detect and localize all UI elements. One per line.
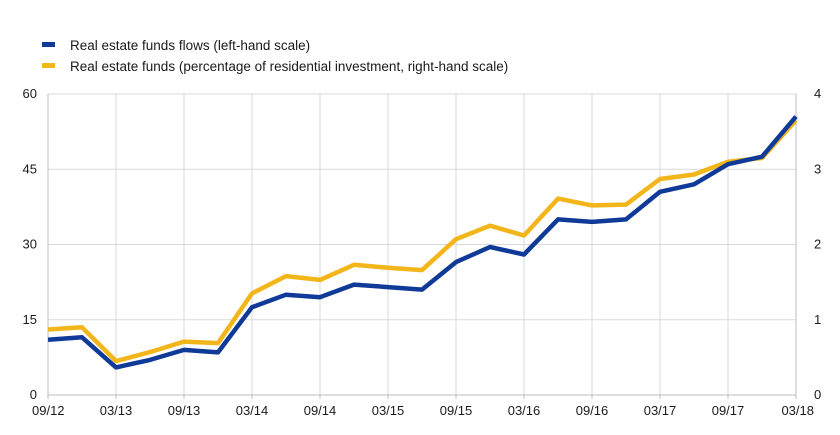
- x-tick-label: 09/17: [712, 403, 745, 418]
- series: [47, 115, 798, 370]
- axes: [47, 94, 797, 399]
- x-tick-label: 03/17: [644, 403, 677, 418]
- series-line-flows: [47, 115, 798, 370]
- x-tick-label: 09/15: [440, 403, 473, 418]
- x-tick-label: 03/13: [100, 403, 133, 418]
- left-tick-label: 30: [23, 237, 37, 252]
- x-tick-label: 03/15: [372, 403, 405, 418]
- left-tick-label: 45: [23, 161, 37, 176]
- series-line-percentage: [47, 118, 798, 364]
- x-tick-label: 09/16: [576, 403, 609, 418]
- legend-label-flows: Real estate funds flows (left-hand scale…: [70, 38, 310, 53]
- tick-labels: 09/12 03/13 09/13 03/14 09/14 03/15 09/15 03/16…: [23, 86, 822, 418]
- x-tick-label: 09/12: [32, 403, 65, 418]
- legend: Real estate funds flows (left-hand scale…: [42, 38, 508, 74]
- legend-swatch-flows: [42, 42, 55, 47]
- x-tick-label: 03/14: [236, 403, 269, 418]
- right-tick-label: 2: [814, 237, 821, 252]
- right-tick-label: 0: [814, 387, 821, 402]
- legend-swatch-percentage: [42, 63, 55, 68]
- x-tick-label: 09/13: [168, 403, 201, 418]
- right-tick-label: 4: [814, 86, 821, 101]
- right-tick-label: 3: [814, 161, 821, 176]
- left-tick-label: 0: [30, 387, 37, 402]
- x-tick-label: 03/16: [508, 403, 541, 418]
- x-tick-label: 03/18: [781, 403, 814, 418]
- right-tick-label: 1: [814, 312, 821, 327]
- grid: [48, 93, 796, 395]
- left-tick-label: 15: [23, 312, 37, 327]
- legend-label-percentage: Real estate funds (percentage of residen…: [70, 59, 508, 74]
- x-tick-label: 09/14: [304, 403, 337, 418]
- left-tick-label: 60: [23, 86, 37, 101]
